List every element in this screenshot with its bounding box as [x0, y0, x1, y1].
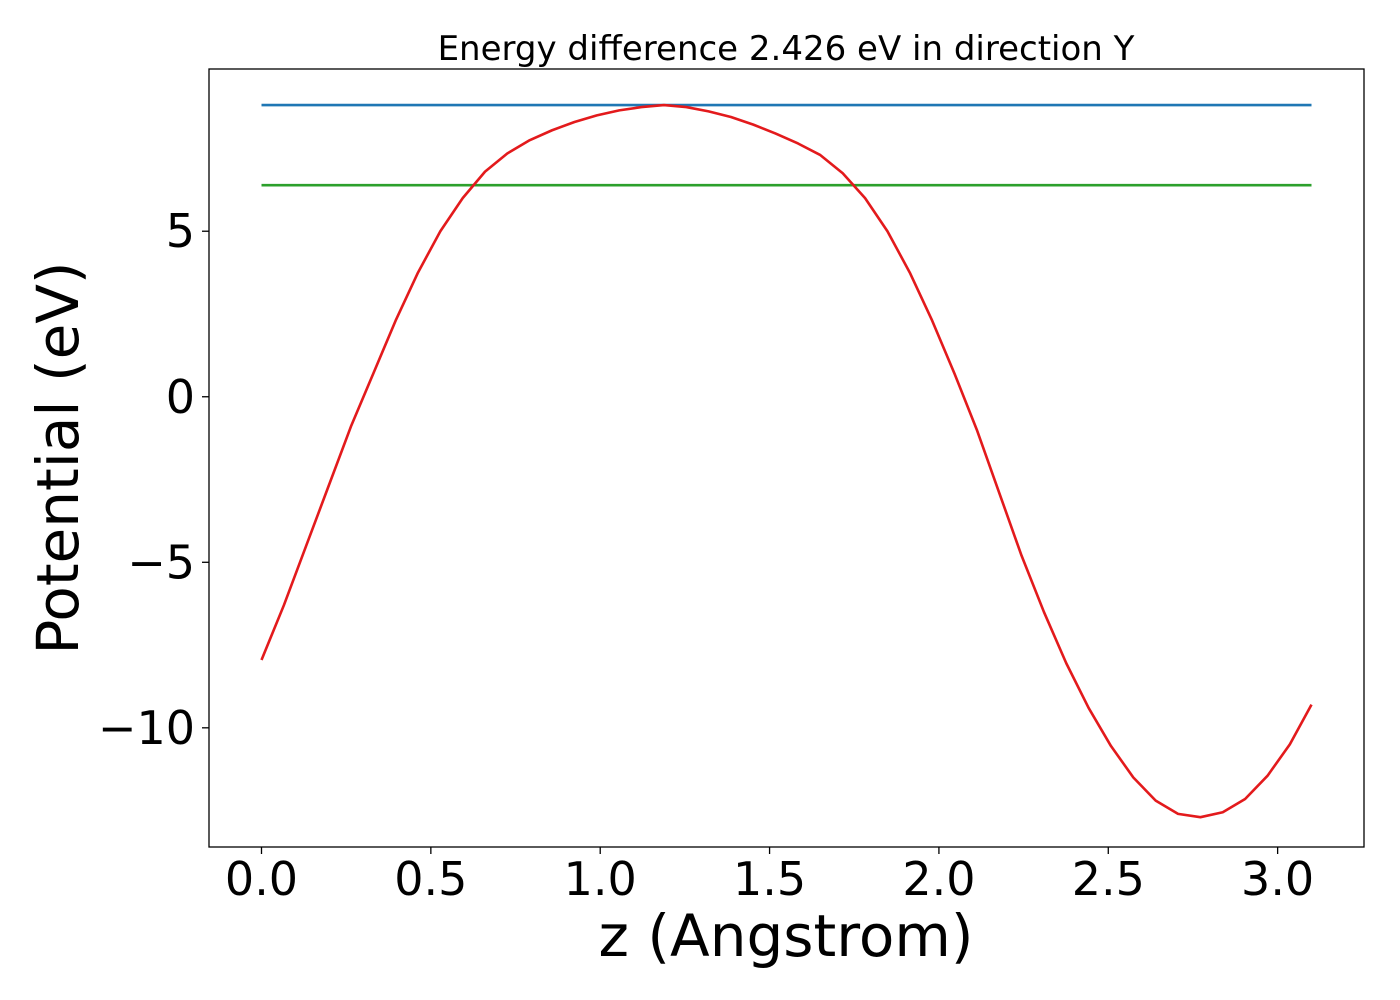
x-tick-label: 0.5 — [394, 852, 467, 906]
ticks: 0.0 0.5 1.0 1.5 2.0 2.5 3.0 5 0 −5 −10 — [98, 204, 1314, 906]
x-tick-label: 1.5 — [733, 852, 806, 906]
plot-area — [260, 103, 1313, 819]
x-tick-label: 3.0 — [1241, 852, 1314, 906]
y-tick-label: 5 — [166, 204, 195, 258]
x-tick-label: 2.0 — [902, 852, 975, 906]
y-axis-label: Potential (eV) — [24, 261, 92, 654]
y-tick-label: 0 — [166, 370, 195, 424]
series-line-2 — [260, 103, 1313, 819]
x-tick-label: 1.0 — [564, 852, 637, 906]
y-tick-label: −10 — [98, 701, 195, 755]
chart-title: Energy difference 2.426 eV in direction … — [438, 29, 1135, 69]
x-axis-label: z (Angstrom) — [599, 902, 974, 970]
axes-frame — [208, 68, 1365, 848]
x-tick-label: 2.5 — [1072, 852, 1145, 906]
y-tick-label: −5 — [127, 535, 195, 589]
x-tick-label: 0.0 — [225, 852, 298, 906]
